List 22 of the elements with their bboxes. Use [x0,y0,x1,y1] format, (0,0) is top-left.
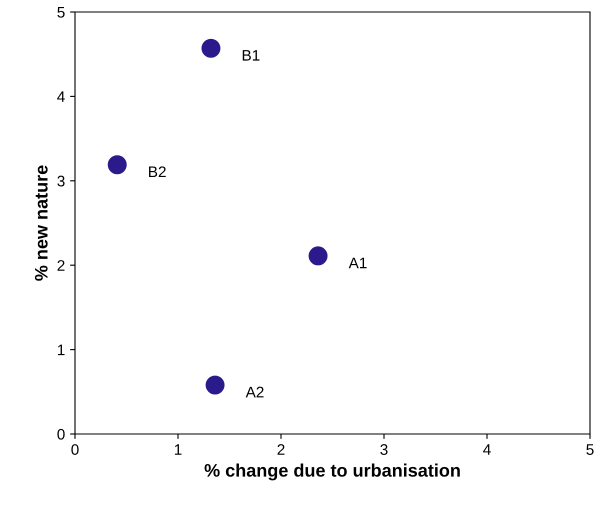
point [201,38,220,58]
x-tick-label: 1 [174,444,182,455]
y-tick-label: 4 [57,91,65,102]
point [308,246,328,266]
y-tick-label: 0 [57,428,65,440]
y-axis-title: % new nature [34,165,48,281]
point [108,155,127,174]
y-tick-label: 5 [57,7,65,18]
annotation: A2 [246,386,264,398]
y-tick-label: 1 [58,344,65,356]
x-tick-label: 5 [586,444,594,455]
point [206,376,225,395]
annotation: B1 [242,50,260,61]
annotation: B2 [149,166,166,178]
y-tick-label: 2 [58,260,65,271]
x-axis-title: % change due to urbanisation [204,464,460,480]
y-tick-label: 3 [57,176,65,186]
x-tick-label: 3 [380,444,388,455]
x-tick-label: 2 [278,444,284,455]
annotation: A1 [348,258,367,268]
x-tick-label: 4 [483,444,491,455]
x-tick-label: 0 [71,444,79,455]
